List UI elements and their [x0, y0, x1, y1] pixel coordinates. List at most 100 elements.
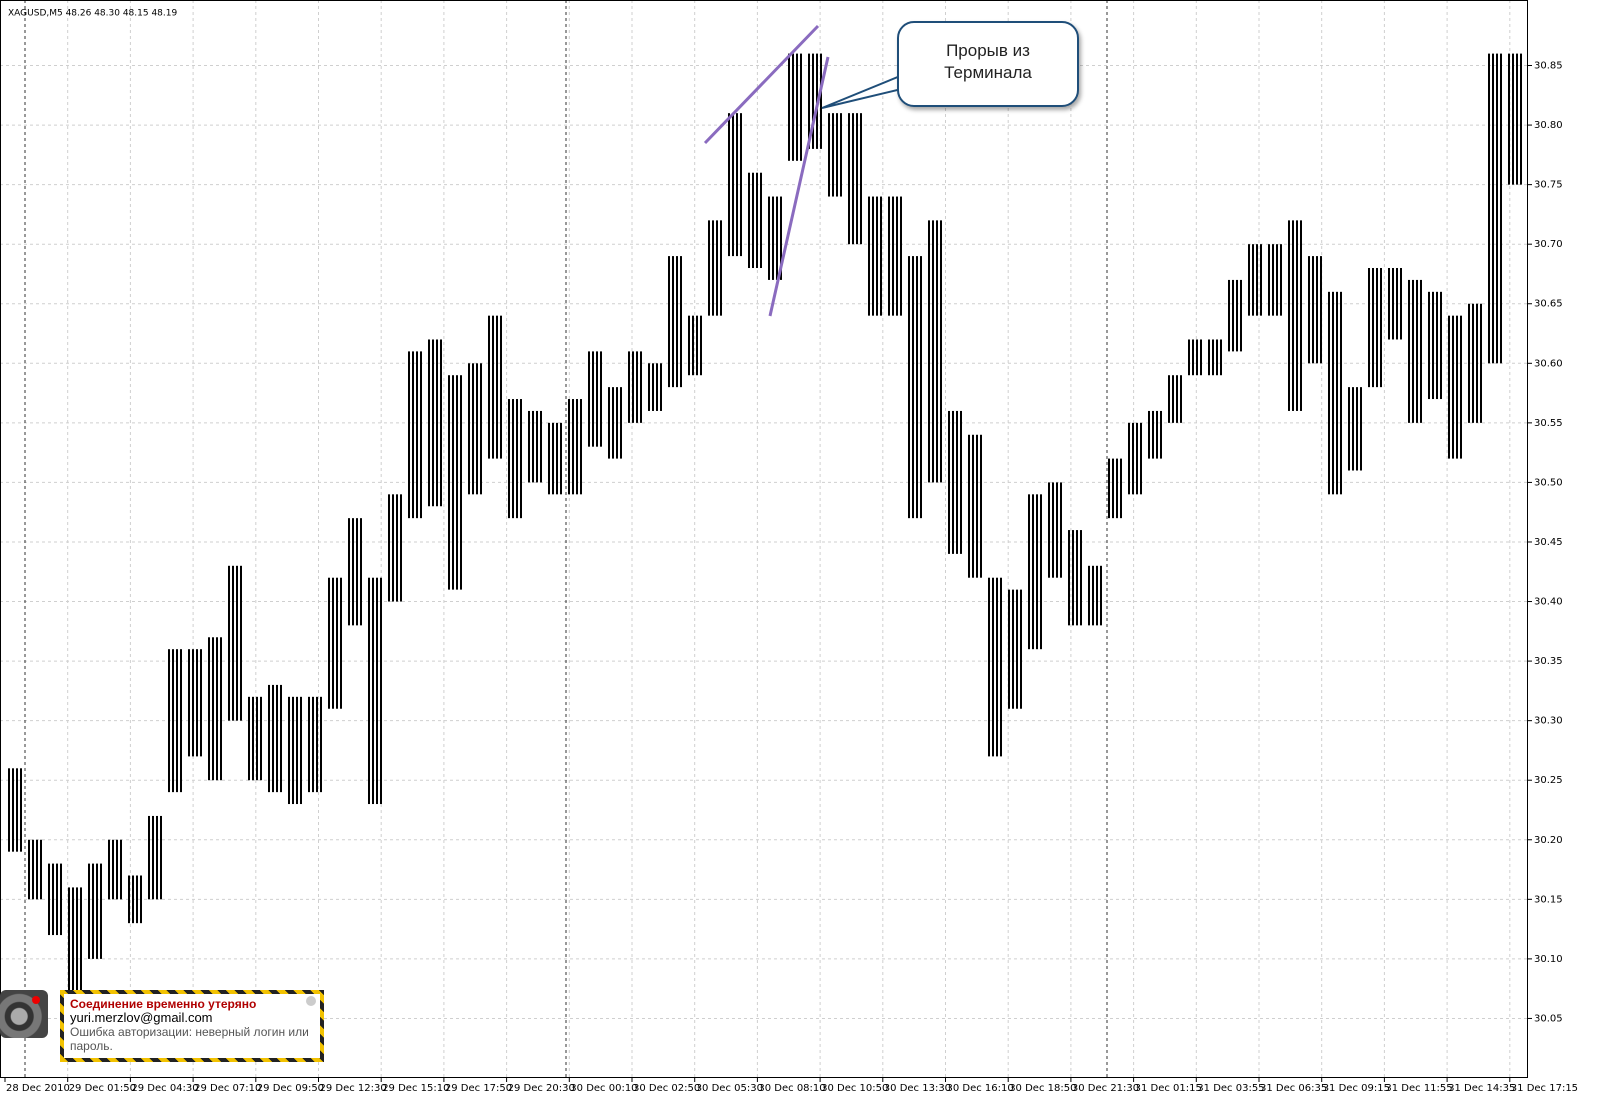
- price-bar: [1146, 410, 1162, 459]
- x-tick-label: 31 Dec 17:15: [1511, 1083, 1578, 1094]
- price-bar: [446, 375, 462, 590]
- price-bar: [286, 696, 302, 805]
- x-tick-label: 31 Dec 14:35: [1448, 1083, 1515, 1094]
- x-tick-label: 31 Dec 11:55: [1385, 1083, 1452, 1094]
- x-tick-label: 31 Dec 09:15: [1323, 1083, 1390, 1094]
- price-bar: [1426, 291, 1442, 400]
- notification-close[interactable]: [306, 996, 316, 1006]
- trend-line: [768, 56, 830, 317]
- y-tick-label: 30.20: [1534, 835, 1563, 846]
- trend-line: [703, 24, 820, 145]
- x-tick-label: 30 Dec 05:30: [696, 1083, 763, 1094]
- price-bar: [426, 339, 442, 507]
- price-bar: [626, 351, 642, 423]
- x-tick-label: 30 Dec 02:50: [633, 1083, 700, 1094]
- y-tick-label: 30.10: [1534, 954, 1563, 965]
- price-bar: [166, 649, 182, 793]
- y-tick-label: 30.55: [1534, 418, 1563, 429]
- x-tick-label: 29 Dec 15:10: [382, 1083, 449, 1094]
- price-bar: [246, 696, 262, 781]
- y-tick-label: 30.05: [1534, 1013, 1563, 1024]
- price-bar: [686, 315, 702, 376]
- x-tick-label: 29 Dec 07:10: [194, 1083, 261, 1094]
- price-bar: [1326, 291, 1342, 495]
- x-tick-label: 30 Dec 00:10: [570, 1083, 637, 1094]
- price-bar: [1226, 279, 1242, 352]
- x-tick-label: 29 Dec 20:30: [508, 1083, 575, 1094]
- bars: [6, 53, 1522, 995]
- price-bar: [566, 399, 582, 495]
- price-bar: [1186, 339, 1202, 376]
- price-bar: [1086, 565, 1102, 626]
- price-bar: [86, 863, 102, 959]
- price-bar: [946, 410, 962, 554]
- y-tick-label: 30.65: [1534, 299, 1563, 310]
- x-tick-label: 29 Dec 09:50: [257, 1083, 324, 1094]
- x-tick-label: 31 Dec 06:35: [1260, 1083, 1327, 1094]
- y-tick-label: 30.80: [1534, 120, 1563, 131]
- price-bar: [206, 637, 222, 781]
- callout-box: [897, 21, 1079, 107]
- price-bar: [386, 494, 402, 602]
- price-bar: [186, 649, 202, 757]
- y-tick-label: 30.25: [1534, 775, 1563, 786]
- notification-body: Соединение временно утеряно yuri.merzlov…: [64, 994, 320, 1058]
- price-bar: [1486, 53, 1502, 364]
- price-bar: [606, 387, 622, 459]
- x-tick-label: 31 Dec 03:55: [1197, 1083, 1264, 1094]
- price-bar: [406, 351, 422, 519]
- x-tick-label: 29 Dec 17:50: [445, 1083, 512, 1094]
- notification-title: Соединение временно утеряно: [70, 997, 257, 1011]
- price-bar: [546, 422, 562, 495]
- price-bar: [1446, 315, 1462, 459]
- price-bar: [806, 53, 822, 149]
- price-bar: [506, 399, 522, 519]
- y-tick-label: 30.85: [1534, 61, 1563, 72]
- price-bar: [1066, 530, 1082, 626]
- price-bar: [526, 410, 542, 483]
- price-bar: [6, 768, 22, 852]
- price-bar: [366, 577, 382, 805]
- price-bar: [586, 351, 602, 447]
- price-bar: [726, 113, 742, 257]
- callout-text: Прорыв из Терминала: [944, 41, 1032, 82]
- price-bar: [1206, 339, 1222, 376]
- price-bar: [126, 875, 142, 924]
- x-tick-label: 30 Dec 10:50: [821, 1083, 888, 1094]
- x-tick-label: 30 Dec 18:50: [1009, 1083, 1076, 1094]
- x-tick-label: 30 Dec 08:10: [758, 1083, 825, 1094]
- price-bar: [26, 839, 42, 900]
- y-tick-label: 30.75: [1534, 180, 1563, 191]
- x-tick-label: 28 Dec 2010: [6, 1083, 70, 1094]
- axes: 30.05 30.10 30.15 30.20 30.25 30.30 30.35 30.40…: [4, 61, 1578, 1094]
- x-tick-label: 29 Dec 01:50: [69, 1083, 136, 1094]
- price-bar: [1506, 53, 1522, 185]
- price-bar: [106, 839, 122, 900]
- y-tick-label: 30.30: [1534, 716, 1563, 727]
- price-bar: [706, 220, 722, 316]
- price-bar: [266, 684, 282, 793]
- price-bar: [1026, 494, 1042, 650]
- price-bar: [1246, 244, 1262, 316]
- callout-pointer: [821, 71, 915, 109]
- price-bar: [1346, 387, 1362, 471]
- price-bar: [786, 53, 802, 161]
- price-bar: [226, 565, 242, 721]
- price-bar: [346, 518, 362, 626]
- price-bar: [1306, 256, 1322, 364]
- x-tick-label: 31 Dec 01:15: [1135, 1083, 1202, 1094]
- y-tick-label: 30.70: [1534, 239, 1563, 250]
- price-bar: [966, 434, 982, 578]
- price-bar: [1406, 279, 1422, 423]
- price-bar: [846, 113, 862, 245]
- price-bar: [1106, 458, 1122, 519]
- price-bar: [326, 577, 342, 709]
- price-bar: [306, 696, 322, 793]
- price-bar: [486, 315, 502, 459]
- grid: [0, 0, 1528, 1078]
- price-bar: [146, 815, 162, 900]
- price-bar: [1166, 375, 1182, 423]
- y-tick-label: 30.40: [1534, 597, 1563, 608]
- price-bar: [826, 113, 842, 197]
